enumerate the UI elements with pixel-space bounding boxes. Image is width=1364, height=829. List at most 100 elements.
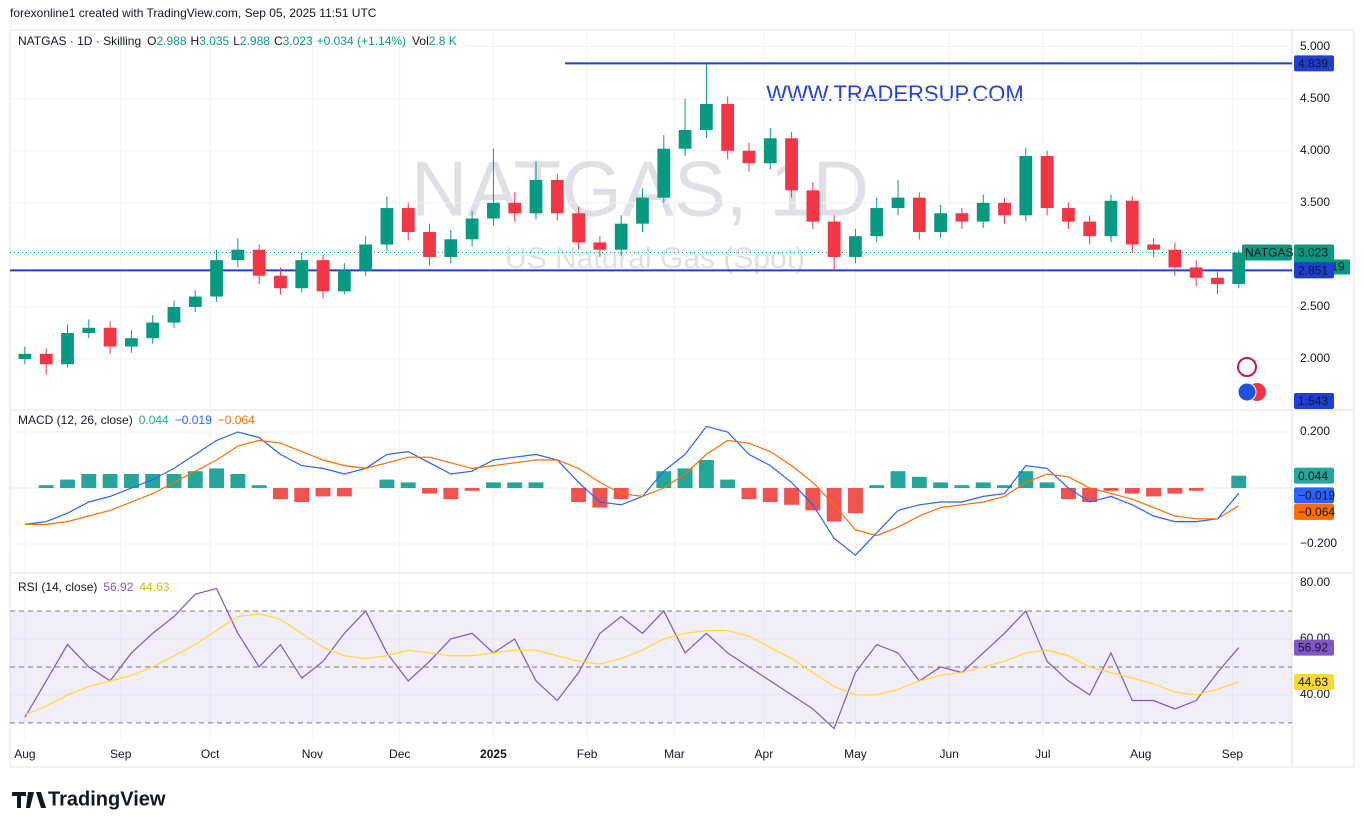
candle-body (614, 223, 628, 250)
y-tick-label: 2.500 (1300, 299, 1330, 313)
legend-value: −0.064 (218, 413, 255, 427)
logo: TradingView (12, 788, 166, 810)
histogram-bar (60, 479, 75, 488)
histogram-bar (315, 488, 331, 497)
price-label: 2.851 (1298, 264, 1328, 278)
x-tick-label: Oct (201, 747, 220, 761)
legend-value: 2.8 K (429, 34, 457, 48)
legend-key: L (233, 34, 240, 48)
candle-body (1168, 249, 1182, 268)
legend-key: H (191, 34, 200, 48)
histogram-bar (762, 488, 778, 502)
histogram-bar (571, 488, 587, 502)
frame (9, 29, 1355, 768)
price-label-box (1294, 503, 1334, 520)
histogram-bar (1188, 488, 1204, 491)
histogram-bar (847, 488, 863, 514)
y-tick-label: 4.000 (1300, 143, 1330, 157)
candle-body (955, 213, 969, 222)
candle-body (444, 239, 458, 257)
x-tick-label: Jun (939, 747, 958, 761)
candle-body (82, 327, 96, 333)
x-tick-label: Jul (1035, 747, 1050, 761)
histogram-bar (805, 488, 821, 511)
price-label-box (1294, 393, 1334, 409)
brand: TradingView (48, 788, 166, 810)
histogram-bar (145, 474, 161, 488)
histogram-bar (1018, 471, 1034, 488)
event-icon (1237, 382, 1257, 402)
candle-body (508, 202, 522, 214)
histogram-bar (1124, 488, 1140, 494)
candle-body (1232, 252, 1246, 285)
candle-body (231, 249, 245, 261)
candle-body (849, 236, 862, 257)
candle-body (1211, 277, 1224, 285)
candle-body (572, 213, 585, 243)
legend-value: 2.988 (240, 34, 270, 48)
histogram-bar (336, 488, 352, 497)
candle-body (188, 296, 202, 307)
legend-key: C (274, 34, 283, 48)
histogram-bar (187, 471, 203, 488)
histogram-bar (273, 488, 288, 500)
candle-body (252, 249, 266, 276)
histogram-bar (251, 485, 267, 488)
y-tick-label: −0.200 (1300, 536, 1337, 550)
x-tick-label: Aug (14, 747, 35, 761)
price-label: 44.63 (1298, 675, 1328, 689)
legend: RSI (14, close) 56.92 44.63 (18, 580, 170, 594)
histogram-bar (890, 471, 906, 488)
candle-body (998, 202, 1011, 216)
candle-body (316, 260, 330, 292)
logo-mark (12, 792, 46, 808)
candle-body (1104, 200, 1118, 237)
symbol-title: NATGAS · 1D · Skilling (18, 34, 141, 48)
candle-body (742, 150, 756, 164)
x-tick-label: Sep (1222, 747, 1244, 761)
candle-body (274, 275, 287, 289)
y-tick-label: 40.00 (1300, 687, 1330, 701)
price-label: 4.839 (1298, 57, 1328, 71)
candle-body (1083, 221, 1097, 237)
candle-body (806, 190, 820, 222)
price-label: −0.019 (1298, 488, 1335, 502)
legend: MACD (12, 26, close) 0.044 −0.019 −0.064 (18, 413, 255, 427)
histogram-bar (400, 482, 416, 488)
x-tick-label: 2025 (480, 747, 507, 761)
event-icon (1237, 357, 1257, 377)
candle-body (1040, 155, 1054, 209)
legend-value: 0.044 (139, 413, 169, 427)
candle-body (1019, 155, 1033, 216)
histogram-bar (294, 488, 310, 502)
histogram-bar (102, 474, 118, 488)
histogram-bar (784, 488, 800, 505)
histogram-bar (230, 474, 246, 488)
candle-body (550, 179, 564, 214)
x-tick-label: Nov (302, 747, 323, 761)
price-label: 0.044 (1298, 469, 1328, 483)
histogram-bar (1146, 488, 1162, 497)
candle-body (295, 260, 309, 289)
x-tick-label: May (844, 747, 867, 761)
candle-body (636, 197, 649, 224)
histogram-bar (166, 474, 182, 488)
histogram-bar (869, 485, 885, 488)
candle-body (487, 202, 500, 219)
candle-body (529, 179, 543, 214)
price-label-box (1294, 467, 1334, 484)
symbol-label: NATGAS (1245, 246, 1293, 260)
candle-body (699, 103, 713, 130)
candle-body (763, 138, 777, 164)
histogram-bar (975, 482, 991, 488)
candle-body (124, 338, 138, 347)
histogram-bar (1167, 488, 1183, 494)
candle-body (359, 244, 373, 271)
price-label: −0.064 (1298, 505, 1335, 519)
y-tick-label: 3.500 (1300, 195, 1330, 209)
price-label: 3.023 (1298, 246, 1328, 260)
histogram-bar (443, 488, 459, 500)
candle-body (61, 332, 74, 365)
indicator-line (24, 613, 1239, 716)
x-tick-label: Apr (755, 747, 774, 761)
